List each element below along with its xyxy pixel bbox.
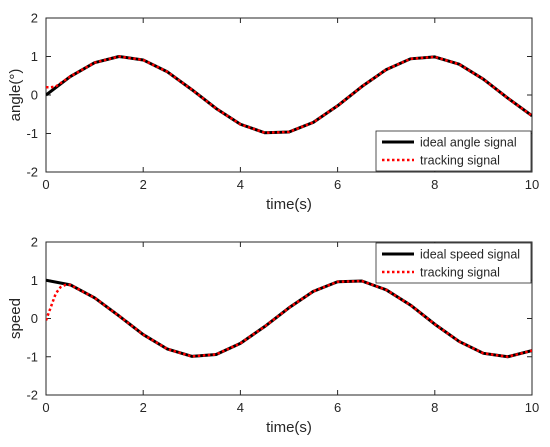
y-tick-label: -2 [26,165,38,180]
y-axis-label: angle(°) [7,69,24,122]
x-tick-label: 2 [140,177,147,192]
series-line-tracking [46,55,532,134]
legend-entry-label: tracking signal [420,154,500,168]
legend-entry-label: ideal angle signal [420,136,517,150]
legend-box [375,130,532,172]
x-tick-label: 10 [525,177,539,192]
y-tick-label: 0 [31,88,38,103]
x-axis-label: time(s) [266,196,312,213]
legend-box [375,242,532,284]
x-tick-label: 2 [140,400,147,415]
y-tick-label: 2 [31,11,38,26]
legend-entry-label: ideal speed signal [420,248,520,262]
y-tick-label: 1 [31,273,38,288]
x-tick-label: 4 [237,400,244,415]
x-tick-label: 6 [334,400,341,415]
x-tick-label: 8 [431,177,438,192]
y-tick-label: -1 [26,126,38,141]
legend: ideal speed signal tracking signal [375,242,532,284]
x-tick-label: 10 [525,400,539,415]
x-tick-label: 0 [42,400,49,415]
x-tick-label: 8 [431,400,438,415]
y-tick-label: 1 [31,49,38,64]
chart-2: 0 2 4 6 8 10 -2 -1 0 1 2 time(s) speed ideal speed si… [7,235,539,437]
x-tick-label: 6 [334,177,341,192]
legend: ideal angle signal tracking signal [375,130,532,172]
x-tick-label: 4 [237,177,244,192]
y-tick-label: -2 [26,388,38,403]
x-tick-label: 0 [42,177,49,192]
y-axis-label: speed [7,298,24,339]
x-axis-label: time(s) [266,419,312,436]
chart-1: 0 2 4 6 8 10 -2 -1 0 1 2 time(s) angle(°) ideal angle… [7,11,539,214]
y-tick-label: 2 [31,235,38,250]
y-tick-label: -1 [26,349,38,364]
legend-entry-label: tracking signal [420,266,500,280]
series-line-tracking [46,279,532,358]
y-tick-label: 0 [31,311,38,326]
